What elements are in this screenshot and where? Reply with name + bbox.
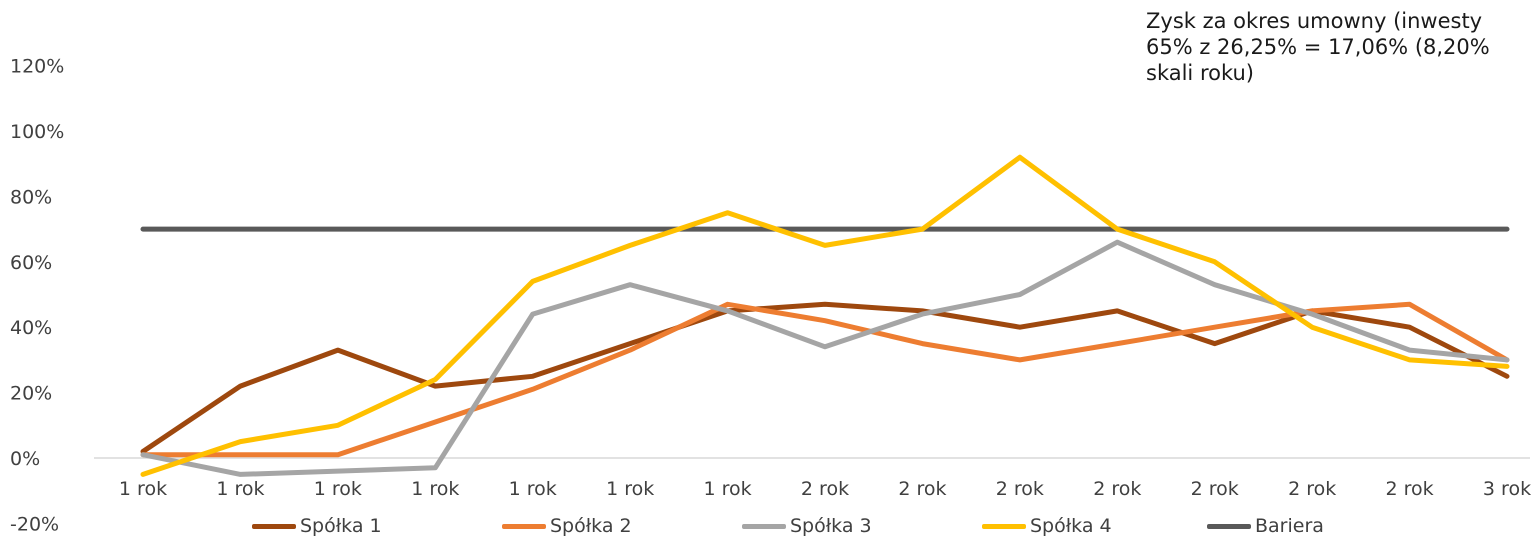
series-line-4 (140, 154, 1510, 477)
x-tick-label: 2 rok (898, 478, 946, 500)
x-tick-label: 2 rok (1288, 478, 1336, 500)
x-tick-label: 1 rok (703, 478, 751, 500)
series-line-1 (140, 301, 1510, 454)
legend-swatch (982, 523, 1026, 529)
y-tick-label: -20% (10, 513, 59, 535)
chart-annotation: Zysk za okres umowny (inwesty 65% z 26,2… (1146, 9, 1490, 85)
y-axis-ticks: -20% 0% 20% 40% 60% 80% 100% 120% (10, 56, 64, 536)
x-tick-label: 1 rok (509, 478, 557, 500)
chart-legend: Spółka 1 Spółka 2 Spółka 3 Spółka 4 Bariera (0, 515, 1539, 539)
legend-swatch (742, 523, 786, 529)
y-tick-label: 100% (10, 121, 64, 143)
x-tick-label: 1 rok (119, 478, 167, 500)
series-line-3 (140, 239, 1510, 477)
x-tick-label: 2 rok (1385, 478, 1433, 500)
x-tick-label: 1 rok (314, 478, 362, 500)
legend-swatch (502, 523, 546, 529)
x-tick-label: 1 rok (606, 478, 654, 500)
legend-label: Spółka 4 (1030, 515, 1112, 537)
x-tick-label: 2 rok (1093, 478, 1141, 500)
legend-item: Bariera (1207, 515, 1324, 537)
x-tick-label: 2 rok (996, 478, 1044, 500)
y-tick-label: 20% (10, 383, 52, 405)
legend-label: Spółka 2 (550, 515, 632, 537)
series-line-2 (140, 301, 1510, 458)
legend-label: Spółka 1 (300, 515, 382, 537)
x-tick-label: 1 rok (216, 478, 264, 500)
legend-swatch (252, 523, 296, 529)
y-tick-label: 120% (10, 56, 64, 78)
legend-item: Spółka 3 (742, 515, 872, 537)
x-tick-label: 3 rok (1483, 478, 1531, 500)
legend-label: Spółka 3 (790, 515, 872, 537)
x-axis-ticks: 1 rok 1 rok 1 rok 1 rok 1 rok 1 rok 1 rok 2 rok… (119, 478, 1531, 500)
y-tick-label: 40% (10, 317, 52, 339)
legend-swatch (1207, 523, 1251, 529)
legend-item: Spółka 1 (252, 515, 382, 537)
x-tick-label: 2 rok (801, 478, 849, 500)
legend-item: Spółka 2 (502, 515, 632, 537)
x-tick-label: 2 rok (1191, 478, 1239, 500)
legend-label: Bariera (1255, 515, 1324, 537)
legend-item: Spółka 4 (982, 515, 1112, 537)
y-tick-label: 0% (10, 448, 40, 470)
x-tick-label: 1 rok (411, 478, 459, 500)
y-tick-label: 80% (10, 186, 52, 208)
series-lines (140, 154, 1510, 477)
y-tick-label: 60% (10, 252, 52, 274)
